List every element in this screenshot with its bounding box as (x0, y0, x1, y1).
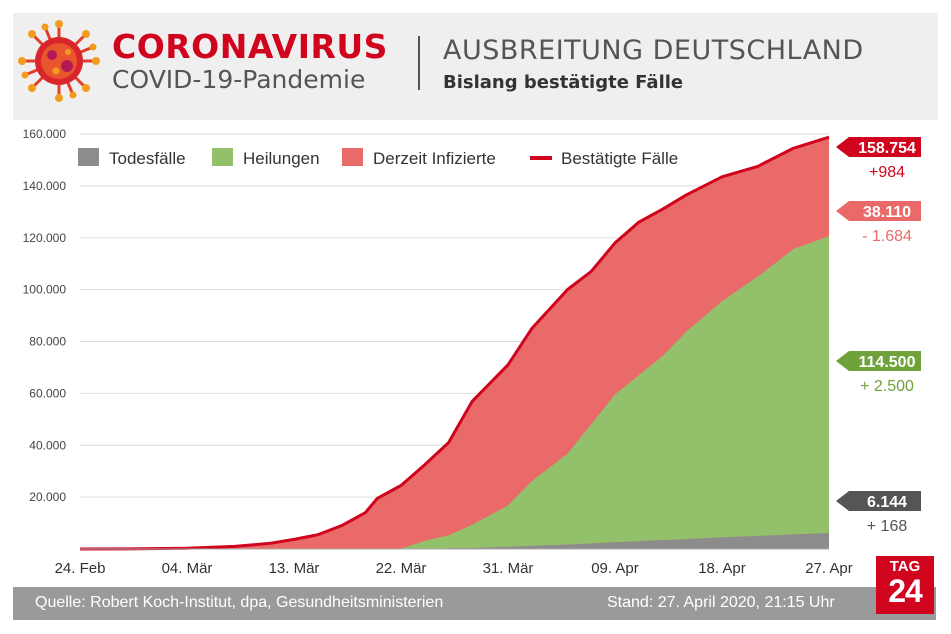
logo-top-text: TAG (889, 558, 921, 575)
end-label-value: 6.144 (867, 494, 907, 511)
x-tick-label: 09. Apr (591, 560, 639, 577)
legend-label: Todesfälle (109, 149, 186, 168)
coronavirus-icon (18, 20, 100, 102)
x-tick-label: 13. Mär (269, 560, 320, 577)
legend-label: Heilungen (243, 149, 320, 168)
tag24-logo: TAG 24 (876, 556, 934, 614)
y-tick-label: 60.000 (29, 386, 66, 400)
confirmed-line (79, 135, 830, 551)
legend-label: Bestätigte Fälle (561, 149, 678, 168)
y-tick-label: 20.000 (29, 490, 66, 504)
end-label-badge (836, 201, 921, 221)
y-tick-label: 120.000 (23, 231, 67, 245)
header-band (13, 13, 938, 120)
header-divider (418, 36, 420, 90)
x-tick-label: 04. Mär (162, 560, 213, 577)
x-tick-label: 24. Feb (55, 560, 106, 577)
recovered-area (80, 236, 829, 549)
y-tick-label: 100.000 (23, 283, 67, 297)
x-tick-label: 18. Apr (698, 560, 746, 577)
footer-source: Quelle: Robert Koch-Institut, dpa, Gesun… (35, 594, 444, 611)
end-label-badge (836, 351, 921, 371)
x-tick-label: 22. Mär (376, 560, 427, 577)
end-label-badge (836, 491, 921, 511)
y-tick-label: 140.000 (23, 179, 67, 193)
footer-date: Stand: 27. April 2020, 21:15 Uhr (607, 594, 835, 611)
logo-bottom-text: 24 (888, 573, 923, 609)
end-label-delta: + 168 (867, 518, 908, 535)
end-label-delta: - 1.684 (862, 228, 912, 245)
header-title: CORONAVIRUS (112, 27, 388, 66)
footer-bar: Quelle: Robert Koch-Institut, dpa, Gesun… (13, 587, 936, 620)
end-label-value: 38.110 (863, 204, 911, 221)
y-tick-label: 80.000 (29, 335, 66, 349)
end-label-delta: +984 (869, 164, 905, 181)
legend-swatch (342, 148, 363, 166)
y-tick-label: 160.000 (23, 127, 67, 141)
end-label-value: 114.500 (859, 354, 916, 371)
chart-title: AUSBREITUNG DEUTSCHLAND (443, 35, 864, 66)
x-tick-label: 31. Mär (483, 560, 534, 577)
legend-swatch (212, 148, 233, 166)
legend-label: Derzeit Infizierte (373, 149, 496, 168)
chart-subtitle: Bislang bestätigte Fälle (443, 72, 684, 93)
end-label-value: 158.754 (858, 140, 916, 157)
deaths-area (80, 533, 829, 549)
y-tick-label: 40.000 (29, 438, 66, 452)
x-tick-label: 27. Apr (805, 560, 853, 577)
end-label-badge (836, 137, 921, 157)
legend-swatch (78, 148, 99, 166)
header-subtitle: COVID-19-Pandemie (112, 65, 366, 94)
end-label-delta: + 2.500 (860, 378, 914, 395)
